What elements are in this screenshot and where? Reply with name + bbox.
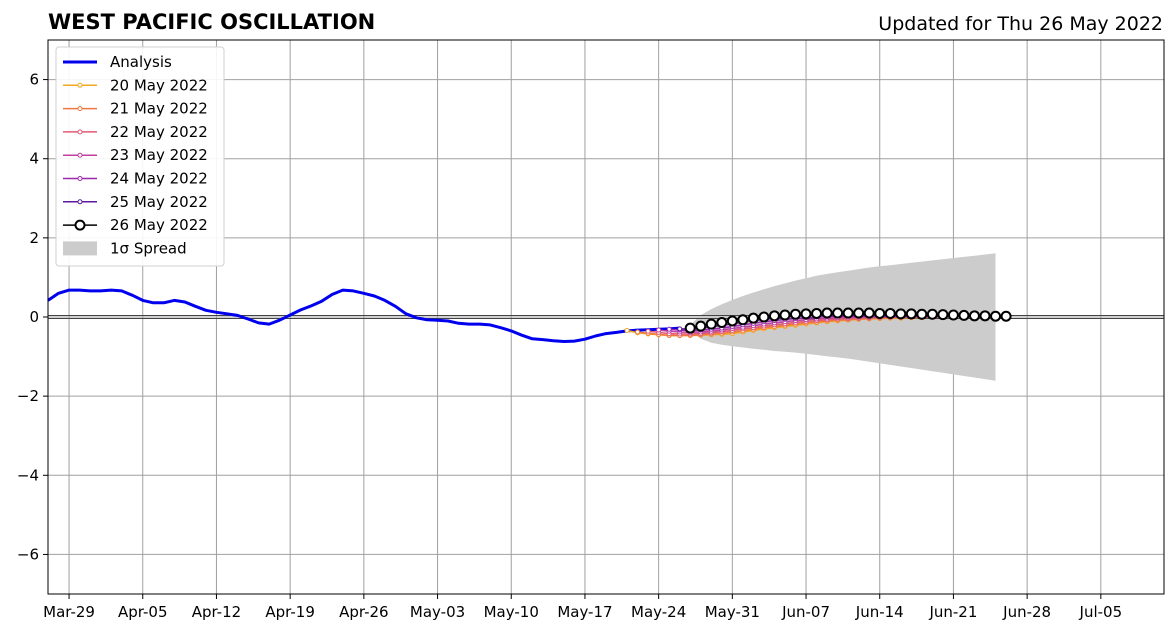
x-tick-label: Apr-26	[339, 603, 389, 621]
x-tick-label: Apr-12	[192, 603, 242, 621]
legend-spread-swatch	[63, 241, 97, 256]
forecast-point	[624, 327, 630, 333]
legend-forecast-marker	[77, 176, 83, 181]
legend-forecast-marker	[77, 199, 83, 205]
latest-forecast-point	[863, 307, 875, 319]
x-tick-label: Jun-21	[928, 603, 977, 621]
forecast-point	[666, 326, 672, 332]
chart-subtitle: Updated for Thu 26 May 2022	[878, 13, 1163, 35]
y-tick-label: 0	[29, 308, 39, 326]
x-tick-label: Mar-29	[43, 603, 95, 621]
latest-forecast-point	[916, 308, 928, 320]
latest-forecast-point	[716, 317, 728, 329]
legend-box	[55, 46, 225, 267]
latest-forecast-point	[895, 308, 907, 320]
latest-forecast-point	[695, 320, 707, 332]
legend-forecast-marker	[77, 129, 83, 135]
latest-forecast-point	[790, 308, 802, 320]
latest-forecast-point	[800, 308, 812, 320]
x-tick-label: Apr-05	[118, 603, 168, 621]
legend-forecast-marker	[77, 106, 83, 112]
latest-forecast-point	[779, 309, 791, 321]
legend-label: 20 May 2022	[110, 76, 208, 94]
latest-forecast-point	[832, 307, 844, 319]
x-tick-label: May-24	[631, 603, 686, 621]
latest-forecast-point	[947, 309, 959, 321]
x-tick-label: Jun-07	[781, 603, 830, 621]
x-tick-label: May-03	[410, 603, 465, 621]
latest-forecast-point	[726, 315, 738, 327]
latest-forecast-point	[747, 312, 759, 324]
x-axis-ticks: Mar-29 Apr-05 Apr-12 Apr-19 Apr-26 May-03 May-…	[43, 594, 1122, 621]
x-tick-label: Apr-19	[265, 603, 315, 621]
legend: Analysis 20 May 2022 21 May 2022 22 May 202…	[55, 46, 225, 267]
legend-label: 24 May 2022	[110, 170, 208, 188]
x-tick-label: May-17	[557, 603, 612, 621]
legend-label: 22 May 2022	[110, 123, 208, 141]
forecast-point	[645, 328, 651, 334]
forecast-point	[656, 327, 662, 333]
latest-forecast-point	[968, 310, 980, 322]
latest-forecast-point	[737, 314, 749, 326]
legend-label: 26 May 2022	[110, 216, 208, 234]
analysis-line	[47, 288, 680, 343]
latest-forecast-series	[684, 307, 1012, 334]
legend-label: 25 May 2022	[110, 193, 208, 211]
chart-title: WEST PACIFIC OSCILLATION	[48, 10, 375, 34]
y-tick-label: 4	[29, 150, 39, 168]
y-tick-label: 2	[29, 229, 39, 247]
latest-forecast-point	[842, 307, 854, 319]
latest-forecast-point	[905, 308, 917, 320]
y-axis-ticks: 6 4 2 0 −2 −4 −6	[17, 71, 48, 563]
legend-label: Analysis	[110, 53, 172, 71]
forecast-point	[635, 329, 641, 335]
latest-forecast-point	[853, 307, 865, 319]
legend-label: 21 May 2022	[110, 100, 208, 118]
latest-forecast-point	[758, 311, 770, 323]
latest-forecast-point	[979, 310, 991, 322]
x-tick-label: Jul-05	[1079, 603, 1123, 621]
x-tick-label: Jun-14	[855, 603, 904, 621]
x-tick-label: Jun-28	[1002, 603, 1051, 621]
legend-label: 1σ Spread	[110, 239, 187, 257]
legend-forecast-marker	[77, 152, 83, 158]
latest-forecast-point	[705, 318, 717, 330]
latest-forecast-point	[874, 307, 886, 319]
y-tick-label: −2	[17, 387, 39, 405]
legend-forecast-marker	[77, 82, 83, 88]
latest-forecast-point	[926, 308, 938, 320]
forecast-point	[677, 326, 683, 332]
x-tick-label: May-31	[705, 603, 760, 621]
latest-forecast-point	[811, 307, 823, 319]
latest-forecast-point	[937, 309, 949, 321]
legend-label: 23 May 2022	[110, 146, 208, 164]
x-tick-label: May-10	[484, 603, 539, 621]
latest-forecast-point	[1000, 310, 1012, 322]
y-tick-label: −6	[17, 545, 39, 563]
y-tick-label: 6	[29, 71, 39, 89]
latest-forecast-point	[821, 307, 833, 319]
latest-forecast-point	[958, 309, 970, 321]
latest-forecast-point	[768, 310, 780, 322]
latest-forecast-point	[684, 322, 696, 334]
latest-forecast-point	[884, 307, 896, 319]
y-tick-label: −4	[17, 466, 39, 484]
latest-forecast-point	[990, 310, 1002, 322]
legend-latest-marker	[74, 219, 86, 231]
analysis-series	[47, 288, 680, 343]
